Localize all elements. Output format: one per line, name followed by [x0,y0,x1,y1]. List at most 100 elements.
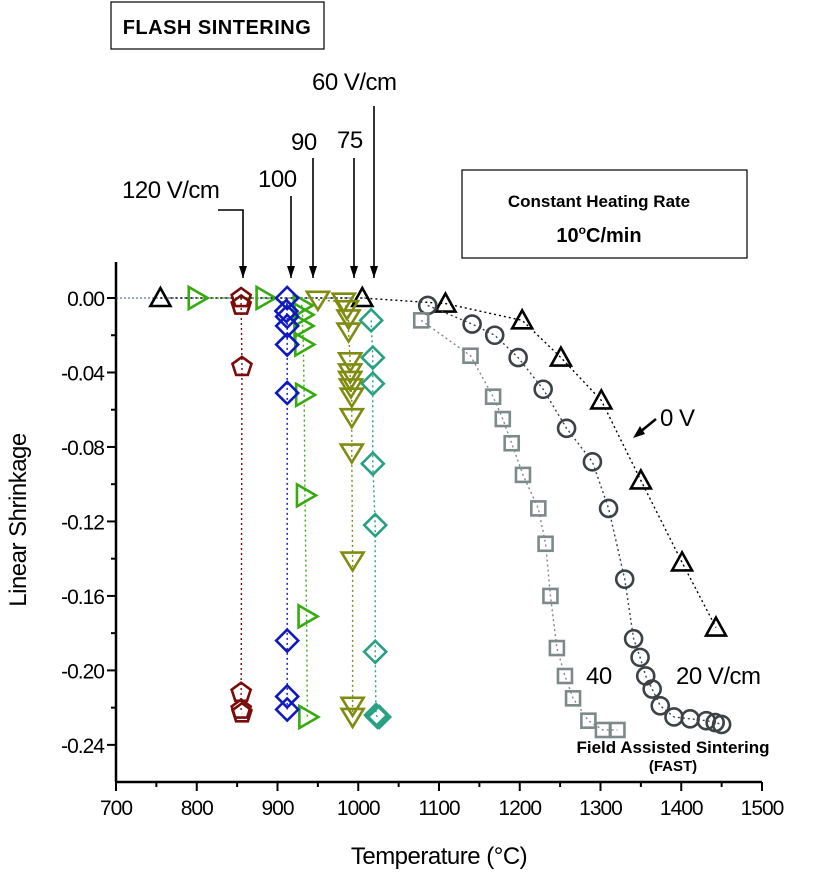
y-tick-label: -0.12 [61,511,104,534]
data-point [556,418,577,439]
arrow-0v-line [639,418,657,433]
data-point [148,285,173,308]
data-point [230,701,254,723]
data-point [274,331,301,358]
arrow-75-head [350,266,358,278]
data-point [304,290,332,313]
series-120-v-cm [230,286,254,723]
data-point [433,290,458,313]
data-point [484,388,502,405]
data-point [533,379,553,400]
label-90: 90 [291,129,317,156]
x-tick-label: 700 [100,797,132,820]
data-point [358,307,385,334]
y-tick-label: -0.08 [61,437,104,460]
voltage-arrows [218,106,657,438]
data-point [508,347,528,368]
label-0v: 0 V [660,405,695,432]
flash-sintering-title: FLASH SINTERING [123,17,312,39]
data-point [187,284,211,312]
x-tick-label: 1200 [498,797,541,820]
data-point [336,370,364,393]
fast-label-line2: (FAST) [649,758,697,775]
data-point [293,312,317,340]
data-point [564,690,582,707]
x-tick-label: 1300 [579,797,622,820]
data-point [503,434,520,452]
data-point [338,407,366,430]
x-tick-label: 1000 [337,797,380,820]
data-point [350,285,375,308]
series-line [240,298,243,714]
label-40-vcm: 40 [586,663,612,690]
data-point [530,500,547,517]
label-100: 100 [258,166,297,193]
data-point [582,452,603,472]
data-point [339,551,366,574]
axes: 700 800 900 1000 1100 1200 1300 1400 1500 0.00 -0.… [61,262,785,820]
data-point [650,695,671,716]
data-point [462,347,479,365]
y-tick-label: -0.16 [61,586,104,609]
label-20-vcm: 20 V/cm [676,663,761,690]
data-point [274,285,301,311]
y-axis-title: Linear Shrinkage [5,433,32,607]
y-tick-label: -0.04 [61,362,105,385]
x-tick-label: 900 [261,797,293,820]
data-point [297,603,321,630]
data-point [335,322,362,345]
series-line [196,297,309,717]
data-point [589,387,614,410]
data-point [614,569,635,589]
data-point [642,679,662,699]
data-point [274,696,301,723]
series-line [317,299,354,717]
data-point [703,614,729,637]
plot-area [116,284,732,739]
degree-sup: o [579,223,586,237]
series-line [427,304,722,726]
series-20-v-cm [417,295,732,735]
data-point [230,355,254,377]
flash-voltage-labels: 120 V/cm 100 90 75 60 V/cm 0 V 40 20 V/c… [122,69,770,775]
data-point [628,467,654,490]
data-point [542,587,559,605]
series-100-v-cm [273,285,301,723]
data-point [339,707,366,730]
data-point [362,512,389,539]
arrow-60-head [370,266,378,278]
arrow-100-head [287,266,295,278]
flash-sintering-frame [110,1,325,50]
y-tick-label: -0.24 [61,735,105,758]
data-point [335,309,362,331]
data-point [580,712,597,729]
data-point [336,352,364,374]
heating-rate-line2: 10oC/min [556,223,641,247]
heating-rate-frame [461,169,748,259]
data-point [548,344,574,367]
data-point [548,639,566,657]
data-point [274,313,301,339]
data-point [255,284,279,312]
data-point [623,628,644,649]
data-point [462,314,482,334]
data-point [537,535,554,553]
series-line [160,297,717,628]
data-point [338,387,366,410]
y-tick-label: 0.00 [67,288,104,311]
x-tick-label: 1500 [741,797,784,820]
data-point [366,704,393,730]
data-point [274,303,301,330]
data-point [359,344,386,371]
series-0-v [148,285,729,637]
x-tick-label: 1100 [418,797,459,820]
x-tick-label: 800 [181,797,213,820]
data-point [359,370,386,397]
series-75-v-cm [304,290,366,730]
x-axis-title: Temperature (°C) [351,843,527,870]
data-point [359,450,386,477]
label-60-vcm: 60 V/cm [312,69,397,96]
data-point [274,683,301,710]
label-120-vcm: 120 V/cm [122,177,219,204]
data-point [294,381,318,409]
